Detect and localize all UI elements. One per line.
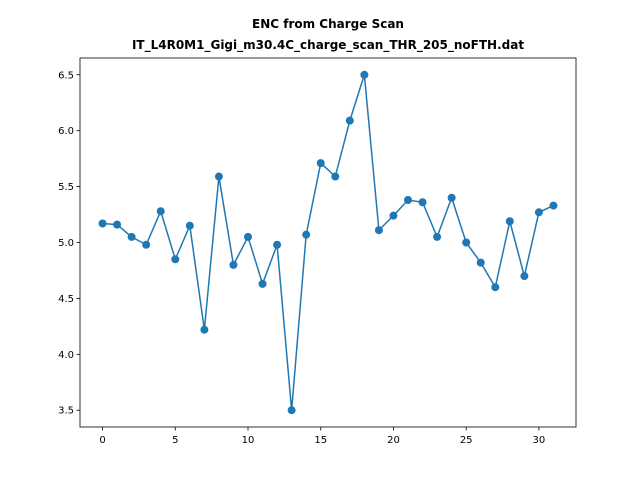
data-point xyxy=(171,255,180,264)
y-tick-label: 6.5 xyxy=(58,70,74,81)
data-point xyxy=(185,221,194,230)
data-point xyxy=(287,406,296,415)
data-point xyxy=(229,260,238,269)
chart-subtitle: IT_L4R0M1_Gigi_m30.4C_charge_scan_THR_20… xyxy=(132,38,524,53)
data-point xyxy=(462,238,471,247)
data-point xyxy=(142,240,151,249)
data-point xyxy=(113,220,122,229)
y-tick-label: 5.5 xyxy=(58,182,74,193)
data-point xyxy=(476,258,485,267)
series-line xyxy=(102,74,554,411)
plot-area xyxy=(98,70,558,415)
x-axis: 0 5 10 15 20 25 30 xyxy=(99,427,545,446)
data-point xyxy=(520,272,529,281)
y-tick-label: 4.5 xyxy=(58,294,74,305)
data-point xyxy=(491,283,500,292)
y-axis: 3.5 4.0 4.5 5.0 5.5 6.0 6.5 xyxy=(58,70,80,417)
axes-frame xyxy=(79,57,577,428)
x-tick-label: 10 xyxy=(242,435,255,446)
data-point xyxy=(345,116,354,125)
data-point xyxy=(549,201,558,210)
x-tick-label: 15 xyxy=(314,435,327,446)
data-point xyxy=(316,159,325,168)
data-point xyxy=(127,232,136,241)
data-point xyxy=(258,279,267,288)
data-point xyxy=(244,232,252,241)
data-point xyxy=(534,208,543,217)
data-point xyxy=(404,196,412,205)
x-tick-label: 30 xyxy=(533,435,546,446)
data-point xyxy=(331,172,340,181)
y-tick-label: 5.0 xyxy=(58,238,74,249)
data-point xyxy=(302,230,311,239)
y-tick-label: 3.5 xyxy=(58,406,74,417)
x-tick-label: 0 xyxy=(99,435,105,446)
x-tick-label: 25 xyxy=(460,435,473,446)
data-point xyxy=(273,240,282,249)
data-point xyxy=(389,211,398,220)
data-point xyxy=(200,325,209,334)
x-tick-label: 5 xyxy=(172,435,178,446)
chart-title: ENC from Charge Scan xyxy=(252,17,404,31)
data-point xyxy=(214,172,223,181)
data-point xyxy=(418,198,427,207)
data-point xyxy=(505,217,514,226)
data-point xyxy=(156,207,165,216)
data-point xyxy=(360,70,369,79)
x-tick-label: 20 xyxy=(387,435,400,446)
data-point xyxy=(447,193,456,202)
data-point xyxy=(98,219,107,228)
y-tick-label: 4.0 xyxy=(58,350,74,361)
y-tick-label: 6.0 xyxy=(58,126,74,137)
data-point xyxy=(433,232,442,241)
data-point xyxy=(374,226,383,235)
